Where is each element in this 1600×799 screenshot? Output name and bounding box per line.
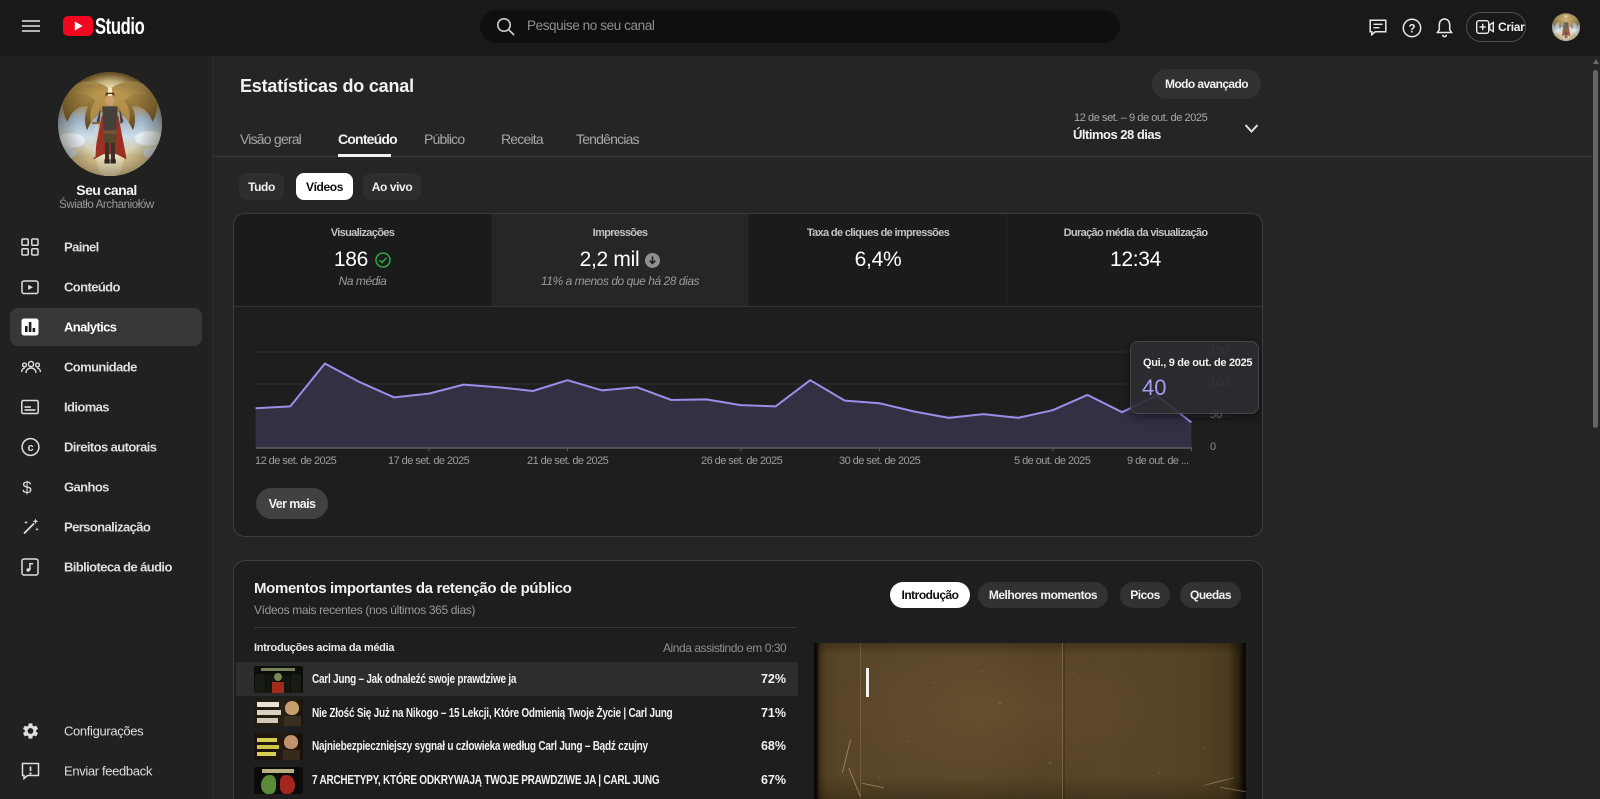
- svg-text:$: $: [22, 478, 32, 497]
- svg-text:c: c: [27, 442, 33, 454]
- svg-text:?: ?: [1408, 23, 1415, 35]
